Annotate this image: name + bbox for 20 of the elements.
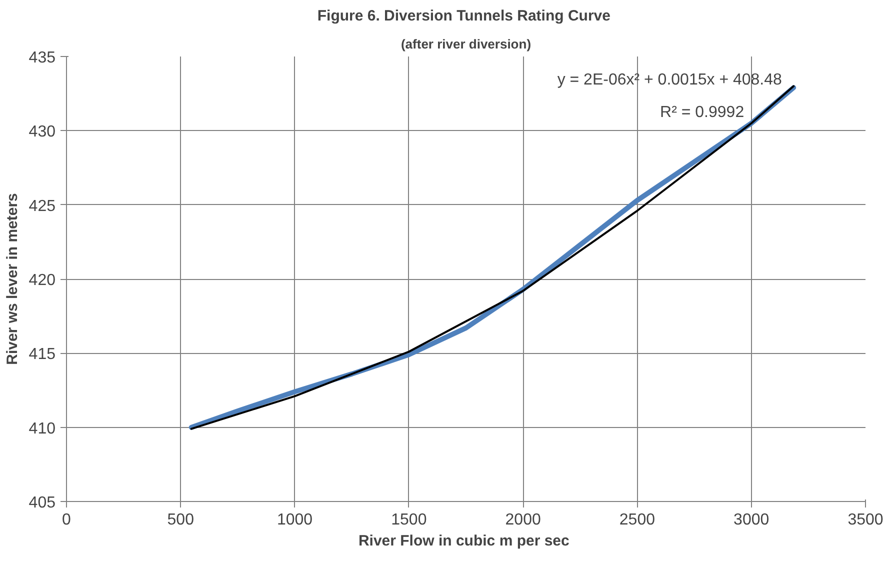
- chart-title: Figure 6. Diversion Tunnels Rating Curve: [317, 8, 610, 24]
- y-tick-label: 405: [28, 494, 56, 512]
- y-tick-label: 435: [28, 50, 56, 66]
- x-tick-label: 2000: [505, 512, 541, 528]
- x-tick-label: 2500: [619, 512, 656, 528]
- x-tick-label: 1500: [391, 512, 427, 528]
- y-tick-label: 410: [28, 420, 56, 438]
- y-tick-label: 425: [28, 198, 56, 215]
- y-tick-label: 420: [28, 272, 56, 289]
- y-axis-title: River ws lever in meters: [4, 193, 21, 365]
- y-tick-label: 430: [28, 124, 56, 141]
- x-tick-label: 500: [167, 512, 194, 528]
- x-tick-label: 1000: [276, 512, 313, 528]
- x-tick-label: 3500: [848, 512, 884, 528]
- x-tick-label: 3000: [734, 512, 770, 528]
- annotation: R² = 0.9992: [660, 104, 744, 121]
- x-axis-title: River Flow in cubic m per sec: [358, 532, 570, 550]
- y-tick-label: 415: [28, 346, 56, 364]
- chart-subtitle: (after river diversion): [400, 36, 532, 52]
- x-tick-label: 0: [62, 512, 72, 528]
